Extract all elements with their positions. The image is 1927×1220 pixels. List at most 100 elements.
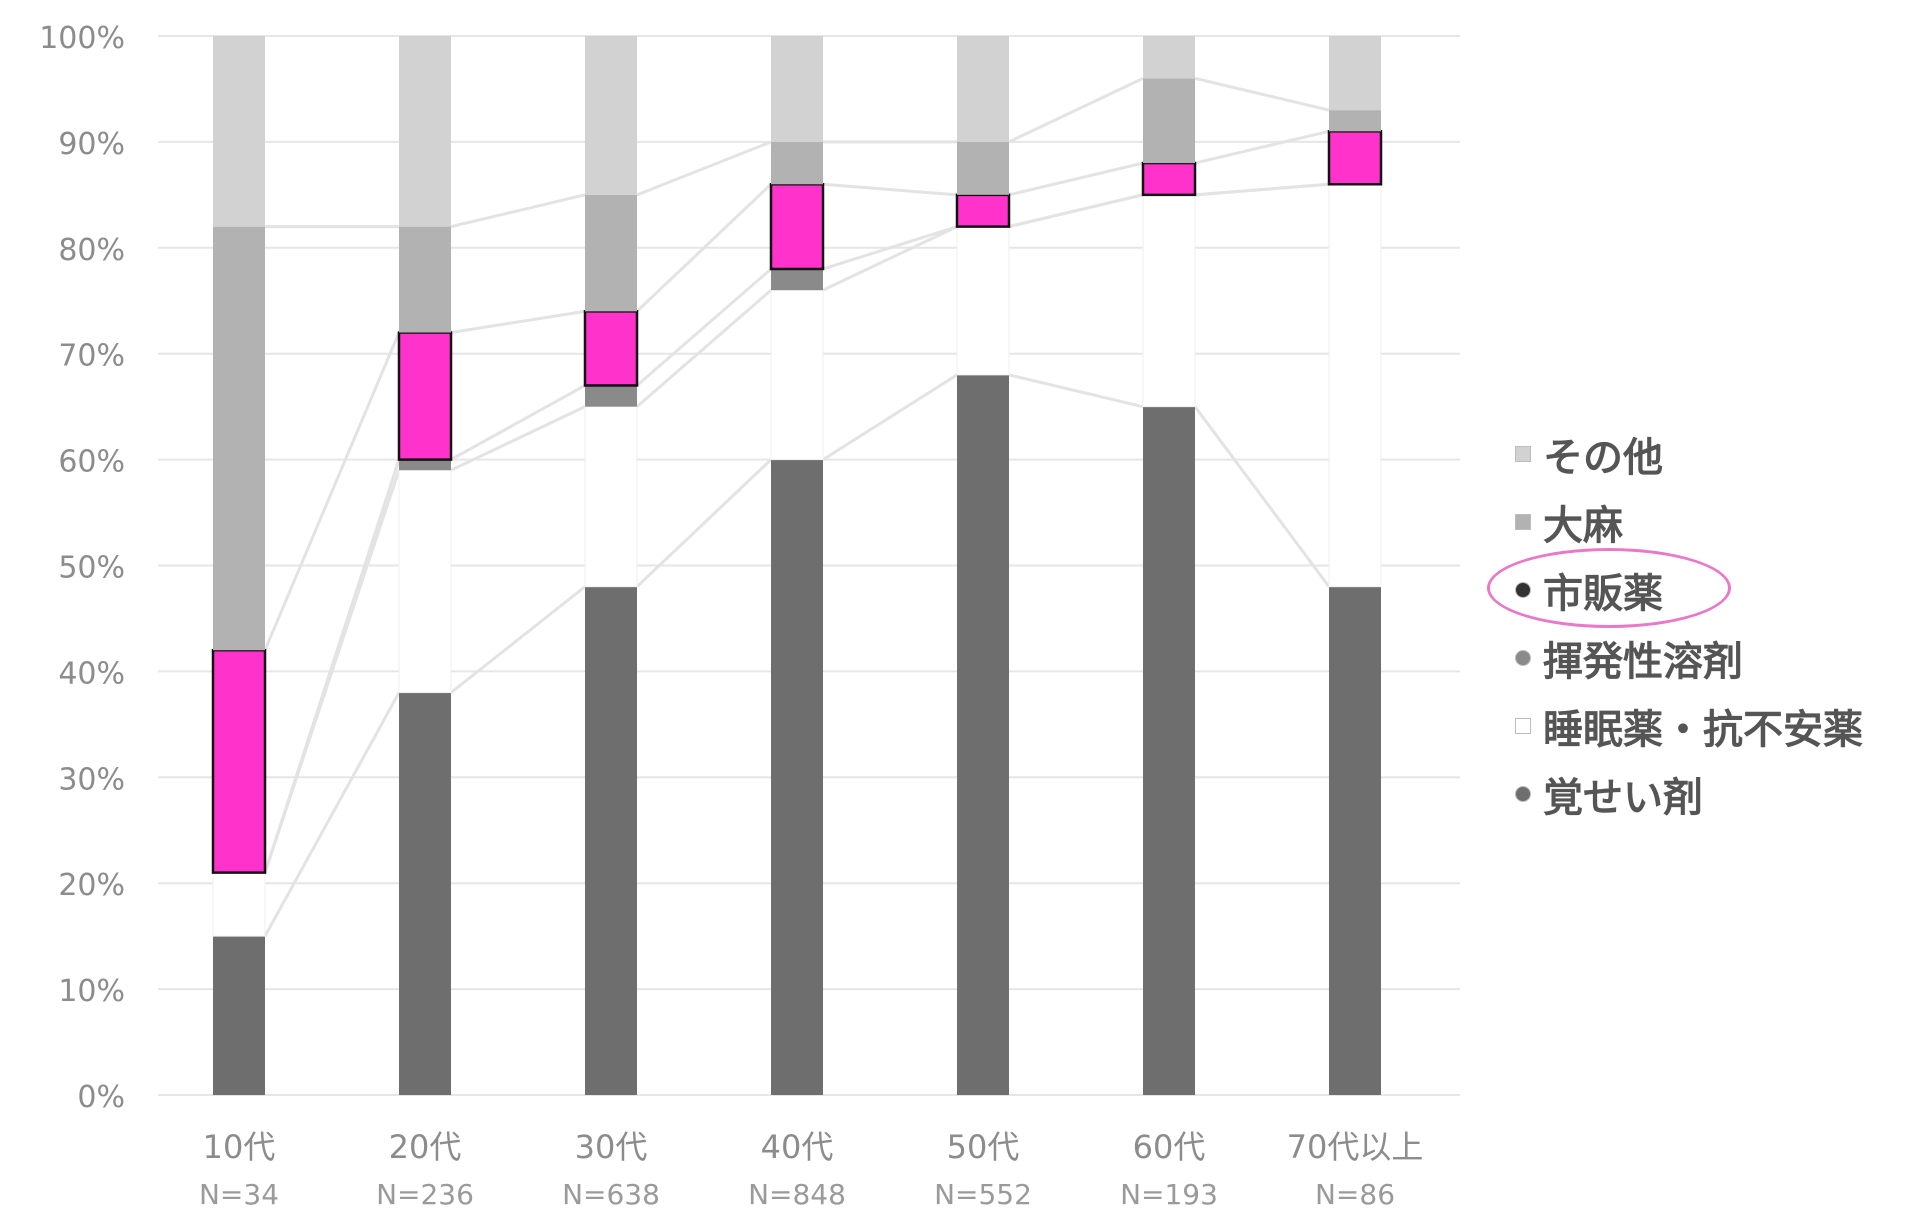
connector-s1-c3 — [822, 225, 958, 292]
bar-0-6 — [1329, 586, 1381, 1095]
connector-s1-c2 — [636, 289, 772, 408]
connector-s4-c2 — [636, 140, 772, 197]
y-tick-label-5: 50% — [58, 551, 125, 586]
connector-s4-c1 — [450, 193, 586, 229]
legend-label-cannabis: 大麻 — [1543, 503, 1623, 549]
y-tick-label-9: 90% — [58, 127, 125, 162]
y-tick-label-4: 40% — [58, 656, 125, 691]
legend-item-stimulant: 覚せい剤 — [1515, 760, 1925, 828]
bar-2-1 — [399, 459, 451, 471]
x-n-label-4: N=552 — [934, 1178, 1032, 1211]
connector-s0-c2 — [635, 458, 773, 588]
bar-0-4 — [957, 374, 1009, 1095]
connector-s3-c4 — [1008, 161, 1144, 197]
x-tick-label-0: 10代 — [203, 1128, 276, 1166]
bar-1-6 — [1328, 183, 1382, 588]
bar-0-3 — [771, 459, 823, 1096]
legend-swatch-stimulant — [1515, 786, 1531, 802]
connector-s3-c5 — [1194, 129, 1330, 165]
bar-3-1 — [397, 331, 453, 461]
x-n-label-0: N=34 — [199, 1178, 279, 1211]
bar-5-1 — [399, 36, 451, 227]
legend-swatch-cannabis — [1515, 514, 1531, 530]
connector-s0-c0 — [263, 691, 401, 937]
bar-4-0 — [213, 226, 265, 651]
legend-item-solvent: 揮発性溶剤 — [1515, 624, 1925, 692]
bar-1-0 — [212, 872, 266, 937]
bar-3-0 — [211, 648, 267, 874]
connector-s2-c3 — [822, 225, 958, 271]
legend-swatch-sleeping — [1515, 718, 1531, 734]
y-tick-label-10: 100% — [39, 21, 125, 56]
bar-4-1 — [399, 226, 451, 333]
legend-item-otc: 市販薬 — [1487, 548, 1925, 628]
bar-3-6 — [1327, 130, 1383, 186]
bar-3-4 — [955, 193, 1011, 228]
legend-highlight-ellipse — [1487, 548, 1731, 628]
bar-5-4 — [957, 36, 1009, 142]
legend-label-sleeping: 睡眠薬・抗不安薬 — [1543, 707, 1863, 753]
bar-5-0 — [213, 36, 265, 227]
connector-s2-c0 — [263, 459, 401, 874]
bar-1-2 — [584, 406, 638, 588]
legend-item-cannabis: 大麻 — [1515, 488, 1925, 556]
bar-0-5 — [1143, 406, 1195, 1095]
connector-s0-c4 — [1008, 373, 1144, 409]
bar-5-6 — [1329, 36, 1381, 111]
bar-4-3 — [771, 141, 823, 185]
bar-0-1 — [399, 692, 451, 1095]
x-tick-label-3: 40代 — [761, 1128, 834, 1166]
connector-s3-c1 — [450, 309, 586, 335]
connector-s0-c1 — [450, 585, 586, 694]
connector-s0-c3 — [822, 373, 958, 461]
bar-2-2 — [585, 385, 637, 407]
x-n-label-5: N=193 — [1120, 1178, 1218, 1211]
legend-swatch-other — [1515, 446, 1531, 462]
connector-s2-c2 — [636, 267, 772, 387]
bar-3-5 — [1141, 161, 1197, 197]
x-n-label-2: N=638 — [562, 1178, 660, 1211]
legend-label-stimulant: 覚せい剤 — [1543, 775, 1703, 821]
legend-item-sleeping: 睡眠薬・抗不安薬 — [1515, 692, 1925, 760]
bar-4-5 — [1143, 78, 1195, 164]
y-tick-label-7: 70% — [58, 339, 125, 374]
connector-s2-c1 — [450, 384, 586, 461]
x-tick-label-1: 20代 — [389, 1128, 462, 1166]
connector-s4-c5 — [1194, 76, 1330, 112]
x-n-label-3: N=848 — [748, 1178, 846, 1211]
bar-3-2 — [583, 310, 639, 387]
connector-s3-c0 — [263, 331, 401, 651]
bar-1-4 — [956, 226, 1010, 376]
bar-5-3 — [771, 36, 823, 142]
bar-4-6 — [1329, 110, 1381, 132]
legend: その他 大麻 市販薬 揮発性溶剤 睡眠薬・抗不安薬 覚せい剤 — [1487, 420, 1925, 828]
bar-5-5 — [1143, 36, 1195, 79]
connector-s1-c1 — [450, 405, 586, 472]
y-tick-label-0: 0% — [77, 1080, 125, 1115]
connector-s4-c4 — [1008, 77, 1144, 144]
bar-2-3 — [771, 268, 823, 291]
y-tick-label-3: 30% — [58, 762, 125, 797]
connector-s2-c4 — [1008, 193, 1144, 229]
y-tick-label-1: 10% — [58, 974, 125, 1009]
connector-s2-c5 — [1194, 182, 1330, 197]
x-tick-label-6: 70代以上 — [1287, 1128, 1424, 1166]
legend-label-solvent: 揮発性溶剤 — [1543, 639, 1743, 685]
bar-4-2 — [585, 194, 637, 312]
bar-1-5 — [1142, 194, 1196, 408]
legend-label-other: その他 — [1543, 435, 1663, 481]
bar-0-0 — [213, 936, 265, 1095]
legend-item-other: その他 — [1515, 420, 1925, 488]
connector-s0-c5 — [1193, 405, 1331, 588]
bar-3-3 — [769, 183, 825, 271]
legend-swatch-solvent — [1515, 650, 1531, 666]
y-tick-label-8: 80% — [58, 233, 125, 268]
x-tick-label-2: 30代 — [575, 1128, 648, 1166]
y-tick-label-2: 20% — [58, 868, 125, 903]
x-n-label-1: N=236 — [376, 1178, 474, 1211]
bar-1-3 — [770, 289, 824, 461]
connector-s3-c3 — [822, 182, 958, 197]
x-tick-label-4: 50代 — [947, 1128, 1020, 1166]
